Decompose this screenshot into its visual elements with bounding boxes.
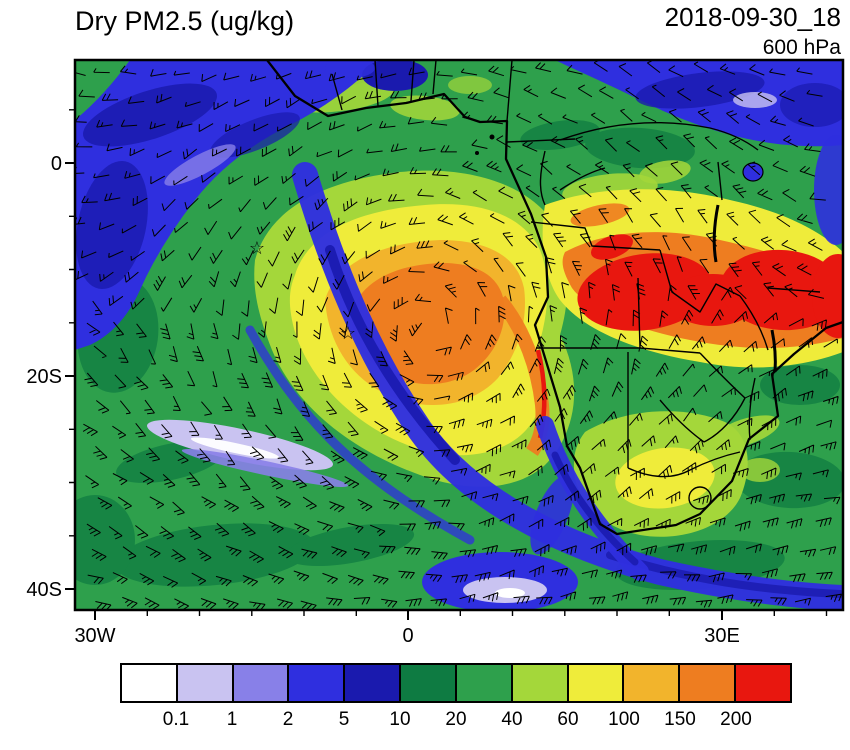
- lake-victoria: [742, 162, 764, 182]
- colorbar-tick-label: 200: [720, 709, 752, 730]
- colorbar-swatch: [233, 665, 290, 701]
- colorbar-swatch: [736, 665, 790, 701]
- colorbar-swatch: [456, 665, 513, 701]
- colorbar-swatch: [177, 665, 234, 701]
- colorbar-swatch: [401, 665, 457, 701]
- station-star-icon: ☆: [249, 238, 265, 258]
- pressure-level-label: 600 hPa: [763, 36, 842, 59]
- clean-air-bands: [76, 61, 842, 609]
- y-tick-label-40s: 40S: [26, 579, 62, 601]
- colorbar-tick-label: 2: [282, 709, 294, 730]
- lakes: [712, 162, 777, 373]
- lake-malawi: [770, 329, 777, 373]
- island-dot: [489, 134, 495, 140]
- island-dot: [475, 151, 479, 155]
- plot-datetime: 2018-09-30_18: [665, 2, 841, 32]
- colorbar-tick-label: 0.1: [162, 709, 190, 730]
- x-tick-label-30w: 30W: [74, 625, 115, 647]
- colorbar-swatch: [122, 665, 178, 701]
- colorbar-swatches: [120, 663, 792, 703]
- country-borders: [331, 61, 821, 510]
- colorbar-labels: 0.1 1 2 5 10 20 40 60 100 150 200: [120, 703, 792, 733]
- colorbar-swatch: [624, 665, 681, 701]
- colorbar-swatch: [512, 665, 569, 701]
- wind-barbs: [76, 61, 842, 609]
- colorbar-swatch: [345, 665, 402, 701]
- colorbar-tick-label: 5: [338, 709, 350, 730]
- colorbar-swatch: [568, 665, 625, 701]
- colorbar-tick-label: 150: [664, 709, 696, 730]
- plot-frame: [73, 58, 845, 612]
- plot-title: Dry PM2.5 (ug/kg): [75, 6, 294, 36]
- lake-tanganyika: [712, 204, 720, 263]
- colorbar-swatch: [289, 665, 346, 701]
- colorbar-tick-label: 100: [608, 709, 640, 730]
- colorbar-tick-label: 60: [557, 709, 579, 730]
- colorbar-tick-label: 40: [501, 709, 523, 730]
- colorbar-tick-label: 1: [226, 709, 238, 730]
- y-tick-label-20s: 20S: [26, 366, 62, 388]
- x-tick-label-30e: 30E: [704, 625, 740, 647]
- axis-ticks: [65, 109, 828, 620]
- colorbar-tick-label: 20: [445, 709, 467, 730]
- station-star-icon: ☆: [340, 323, 356, 343]
- coastline: [266, 61, 842, 536]
- congo-maximum: [542, 189, 842, 368]
- x-tick-label-0: 0: [402, 625, 413, 647]
- colorbar-swatch: [680, 665, 737, 701]
- plume-core: [351, 263, 505, 385]
- colorbar: 0.1 1 2 5 10 20 40 60 100 150 200: [120, 663, 792, 738]
- y-tick-label-0: 0: [51, 153, 62, 175]
- colorbar-tick-label: 10: [389, 709, 411, 730]
- filled-contours: ☆ ☆: [76, 61, 842, 609]
